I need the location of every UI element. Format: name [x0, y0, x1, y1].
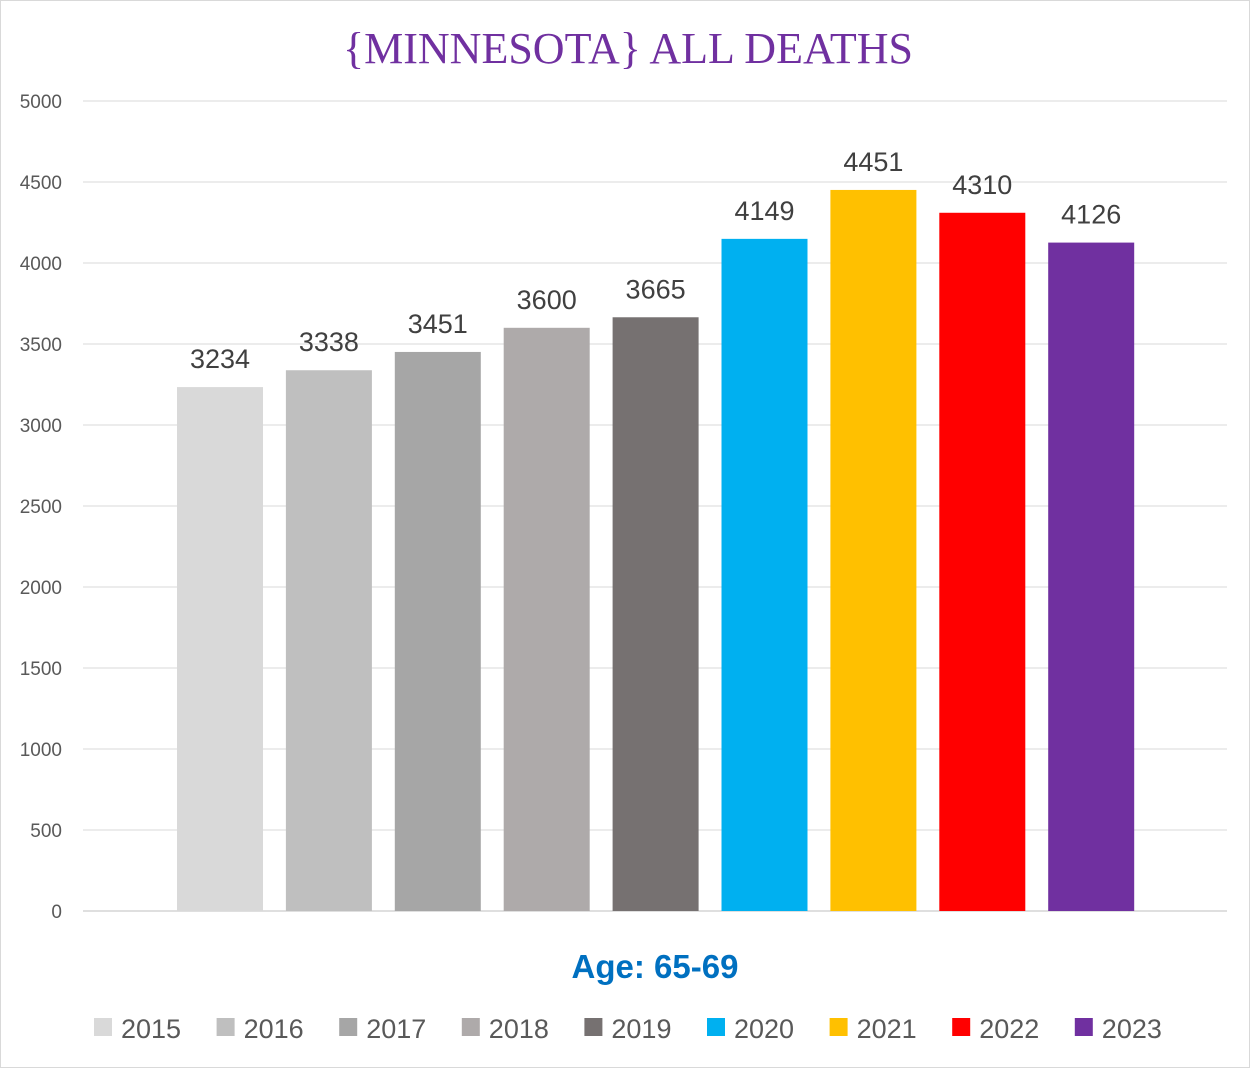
y-tick-label-2000: 2000 [20, 578, 62, 599]
y-tick-label-4000: 4000 [20, 254, 62, 275]
y-tick-label-5000: 5000 [20, 92, 62, 113]
legend-label-2016: 2016 [244, 1014, 304, 1044]
legend-swatch-2020 [707, 1018, 725, 1036]
legend: 2015 2016 2017 2018 2019 2020 2021 2022 2023 [94, 1014, 1162, 1044]
legend-label-2019: 2019 [611, 1014, 671, 1044]
data-label-2020: 4149 [734, 196, 794, 226]
y-tick-label-0: 0 [51, 902, 62, 923]
y-tick-label-1500: 1500 [20, 659, 62, 680]
legend-label-2021: 2021 [857, 1014, 917, 1044]
bar-2022 [939, 212, 1026, 911]
data-label-2018: 3600 [517, 285, 577, 315]
bar-2016 [285, 370, 372, 911]
legend-label-2015: 2015 [121, 1014, 181, 1044]
data-label-2017: 3451 [408, 309, 468, 339]
data-labels: 3234 3338 3451 3600 3665 4149 4451 4310 4126 [190, 147, 1121, 374]
y-tick-label-2500: 2500 [20, 497, 62, 518]
y-tick-label-3000: 3000 [20, 416, 62, 437]
bar-2018 [503, 327, 590, 911]
data-label-2015: 3234 [190, 344, 250, 374]
y-tick-label-1000: 1000 [20, 740, 62, 761]
chart-title: {MINNESOTA} ALL DEATHS [343, 24, 913, 73]
legend-swatch-2015 [94, 1018, 112, 1036]
bar-2021 [830, 189, 917, 912]
y-tick-label-500: 500 [30, 821, 62, 842]
data-label-2022: 4310 [952, 170, 1012, 200]
bar-2017 [394, 351, 481, 911]
bars [177, 189, 1135, 912]
legend-swatch-2017 [339, 1018, 358, 1036]
legend-swatch-2018 [461, 1018, 480, 1036]
legend-swatch-2022 [952, 1018, 971, 1036]
data-label-2016: 3338 [299, 327, 359, 357]
bar-2019 [612, 317, 699, 911]
legend-label-2020: 2020 [734, 1014, 794, 1044]
legend-label-2017: 2017 [366, 1014, 426, 1044]
bar-2020 [721, 238, 808, 911]
legend-swatch-2016 [216, 1018, 235, 1036]
legend-label-2022: 2022 [979, 1014, 1039, 1044]
y-tick-label-4500: 4500 [20, 173, 62, 194]
data-label-2019: 3665 [626, 274, 686, 304]
y-tick-label-3500: 3500 [20, 335, 62, 356]
legend-swatch-2021 [829, 1018, 848, 1036]
data-label-2021: 4451 [843, 147, 903, 177]
bar-2015 [177, 387, 263, 911]
data-label-2023: 4126 [1061, 200, 1121, 230]
legend-label-2023: 2023 [1102, 1014, 1162, 1044]
legend-label-2018: 2018 [489, 1014, 549, 1044]
x-axis-label: Age: 65-69 [572, 948, 739, 985]
legend-swatch-2019 [584, 1018, 603, 1036]
bar-2023 [1048, 242, 1135, 911]
y-axis-ticks: 0 500 1000 1500 2000 2500 3000 3500 4000 4500 5000 [20, 92, 62, 923]
legend-swatch-2023 [1074, 1018, 1093, 1036]
